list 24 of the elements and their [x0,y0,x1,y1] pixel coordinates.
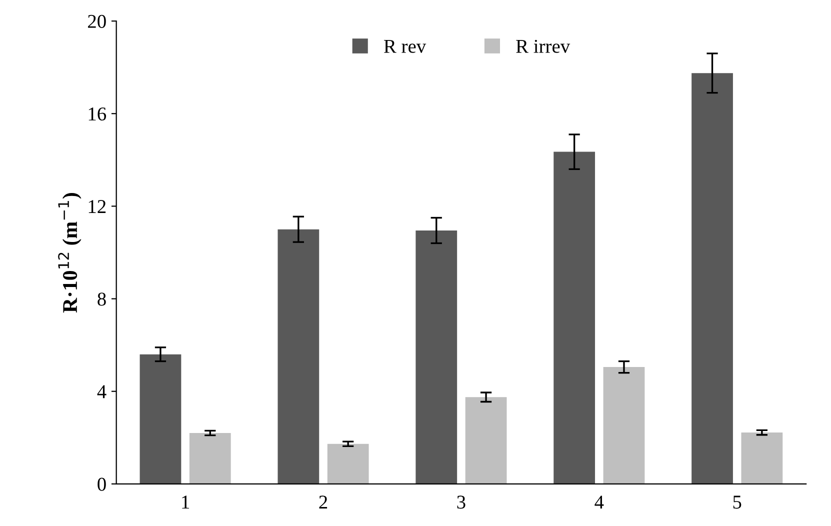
bar [465,397,507,484]
y-tick-label: 20 [88,14,106,28]
bar [278,229,320,484]
bar [603,367,645,484]
y-axis-title: R·10$^{12}$ (m$^{−1}$) [58,193,82,313]
legend-label: R irrev [516,40,570,53]
x-tick-label: 1 [182,496,190,509]
x-tick-label: 5 [733,496,742,509]
legend-label: R rev [384,40,426,53]
bar [692,73,733,484]
bar [741,432,783,484]
x-tick-label: 4 [594,496,604,509]
bar [140,354,182,484]
y-tick-label: 12 [88,200,106,213]
y-tick-label: 8 [98,292,106,306]
bar [327,444,369,484]
x-tick-label: 3 [457,496,466,509]
bar [554,152,596,484]
bar [416,230,458,484]
y-tick-label: 16 [88,107,106,121]
x-tick-label: 2 [319,496,328,509]
bar [189,433,231,484]
y-tick-label: 0 [98,478,106,491]
y-tick-label: 4 [97,385,106,398]
